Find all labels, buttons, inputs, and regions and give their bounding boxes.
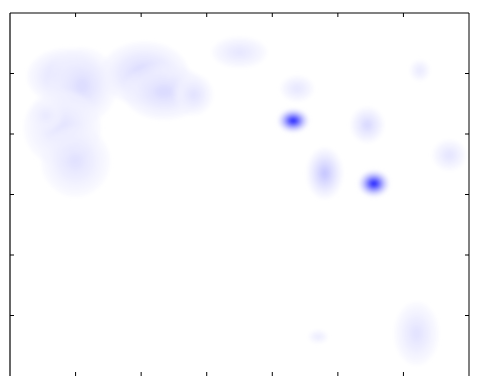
density-blob [278,109,309,132]
density-contour [364,121,371,128]
density-contour [316,334,321,339]
density-layer [24,37,466,365]
density-blob [308,330,328,343]
density-contour [234,49,245,55]
density-contour [76,79,88,92]
density-contour [43,113,49,119]
density-blob [174,74,213,115]
density-blob [394,302,439,365]
density-contour [190,91,197,99]
density-contour [417,68,422,73]
axes [9,12,470,376]
density-contour [69,155,82,168]
density-blob [410,60,430,81]
density-contour [321,169,328,178]
density-contour [412,328,421,339]
density-contour [371,181,377,186]
density-blob [41,126,110,197]
density-contour [157,86,171,97]
density-contour [446,152,453,158]
density-contour [290,118,296,123]
density-blob [359,171,389,197]
density-blob [433,140,466,171]
density-contour [294,86,300,91]
density-blob [280,76,314,102]
density-blob [307,148,343,199]
density-blob [212,37,267,68]
density-blob [29,100,63,131]
density-blob [351,107,384,143]
